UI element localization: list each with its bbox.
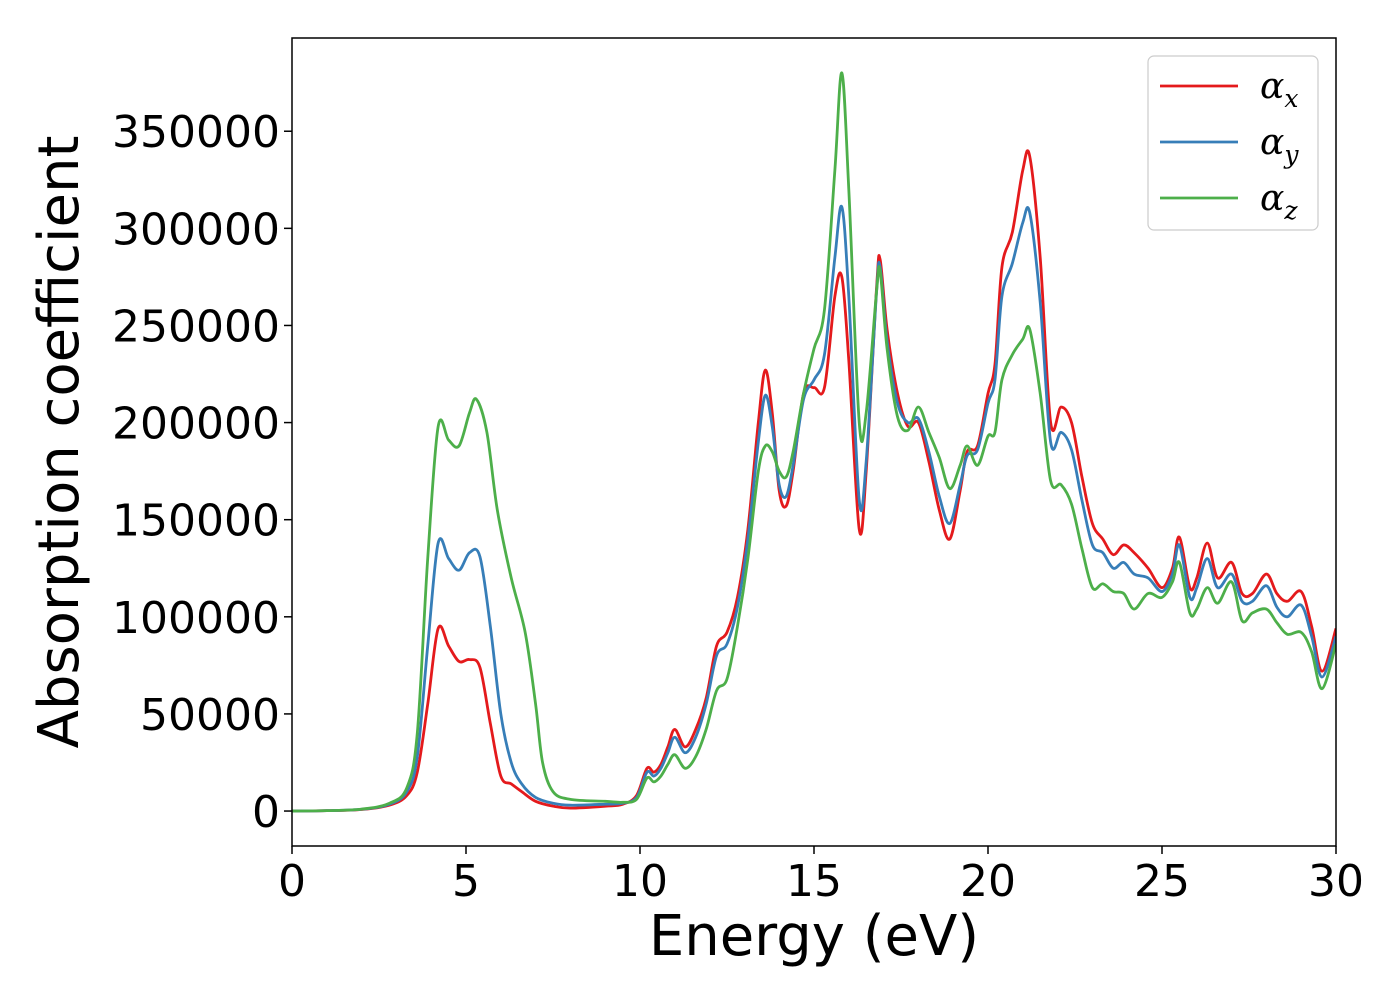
y-tick-label: 100000 <box>112 593 280 644</box>
x-tick-label: 25 <box>1134 856 1190 907</box>
x-tick-label: 5 <box>452 856 480 907</box>
legend: αx αy αz <box>1147 55 1319 231</box>
y-tick-label: 250000 <box>112 301 280 352</box>
legend-label-alpha-x: αx <box>1260 66 1298 113</box>
y-tick-label: 350000 <box>112 107 280 158</box>
x-tick-label: 0 <box>278 856 306 907</box>
legend-label-alpha-y: αy <box>1260 122 1299 169</box>
series-line-alpha-x <box>292 149 1336 813</box>
legend-label-alpha-z: αz <box>1260 178 1298 225</box>
x-tick-label: 10 <box>612 856 668 907</box>
y-tick-label: 150000 <box>112 496 280 547</box>
y-tick-label: 0 <box>252 787 280 838</box>
x-tick-label: 15 <box>786 856 842 907</box>
y-axis-ticks: 0 50000 100000 150000 200000 250000 300000 3500… <box>112 107 292 838</box>
plot-area <box>292 71 1336 813</box>
x-axis-label: Energy (eV) <box>649 904 979 969</box>
y-tick-label: 300000 <box>112 204 280 255</box>
x-tick-label: 30 <box>1308 856 1364 907</box>
x-axis-ticks: 0 5 10 15 20 25 30 <box>278 846 1364 907</box>
y-tick-label: 50000 <box>140 690 280 741</box>
series-line-alpha-z <box>292 71 1336 813</box>
y-axis-label: Absorption coefficient <box>27 136 92 749</box>
y-tick-label: 200000 <box>112 399 280 450</box>
x-tick-label: 20 <box>960 856 1016 907</box>
series-line-alpha-y <box>292 204 1336 813</box>
